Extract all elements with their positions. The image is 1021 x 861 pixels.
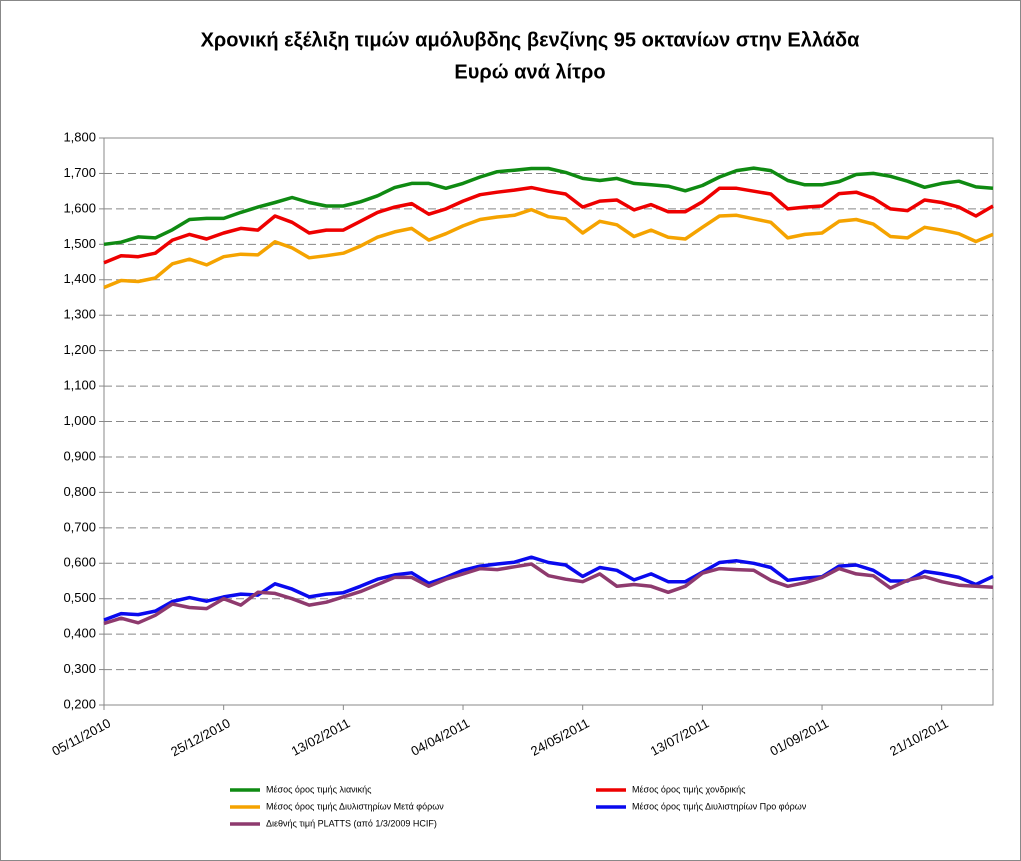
legend-label: Μέσος όρος τιμής λιανικής [266,784,372,794]
y-tick-label: 1,600 [63,200,96,215]
series-line [103,207,994,290]
series-line [103,562,994,626]
y-tick-label: 0,700 [63,519,96,534]
y-tick-label: 1,100 [63,378,96,393]
legend-label: Μέσος όρος τιμής Διυλιστηρίων Προ φόρων [632,801,807,811]
y-tick-label: 1,200 [63,342,96,357]
y-tick-label: 1,500 [63,236,96,251]
legend-label: Διεθνής τιμή PLATTS (από 1/3/2009 HCIF) [266,818,437,828]
y-tick-label: 1,400 [63,271,96,286]
y-tick-label: 1,300 [63,307,96,322]
series-line [103,166,994,247]
y-tick-label: 0,600 [63,555,96,570]
series-line [103,185,994,265]
y-tick-label: 1,800 [63,129,96,144]
y-tick-label: 0,500 [63,590,96,605]
legend-label: Μέσος όρος τιμής χονδρικής [632,784,746,794]
y-tick-label: 0,400 [63,626,96,641]
y-tick-label: 0,800 [63,484,96,499]
y-tick-label: 1,700 [63,165,96,180]
chart-subtitle: Ευρώ ανά λίτρο [454,61,605,83]
y-tick-label: 1,000 [63,413,96,428]
chart-title: Χρονική εξέλιξη τιμών αμόλυβδης βενζίνης… [201,29,861,51]
y-tick-label: 0,300 [63,661,96,676]
legend-label: Μέσος όρος τιμής Διυλιστηρίων Μετά φόρων [266,801,444,811]
plot-area [103,137,994,706]
y-tick-label: 0,200 [63,696,96,711]
y-tick-label: 0,900 [63,448,96,463]
